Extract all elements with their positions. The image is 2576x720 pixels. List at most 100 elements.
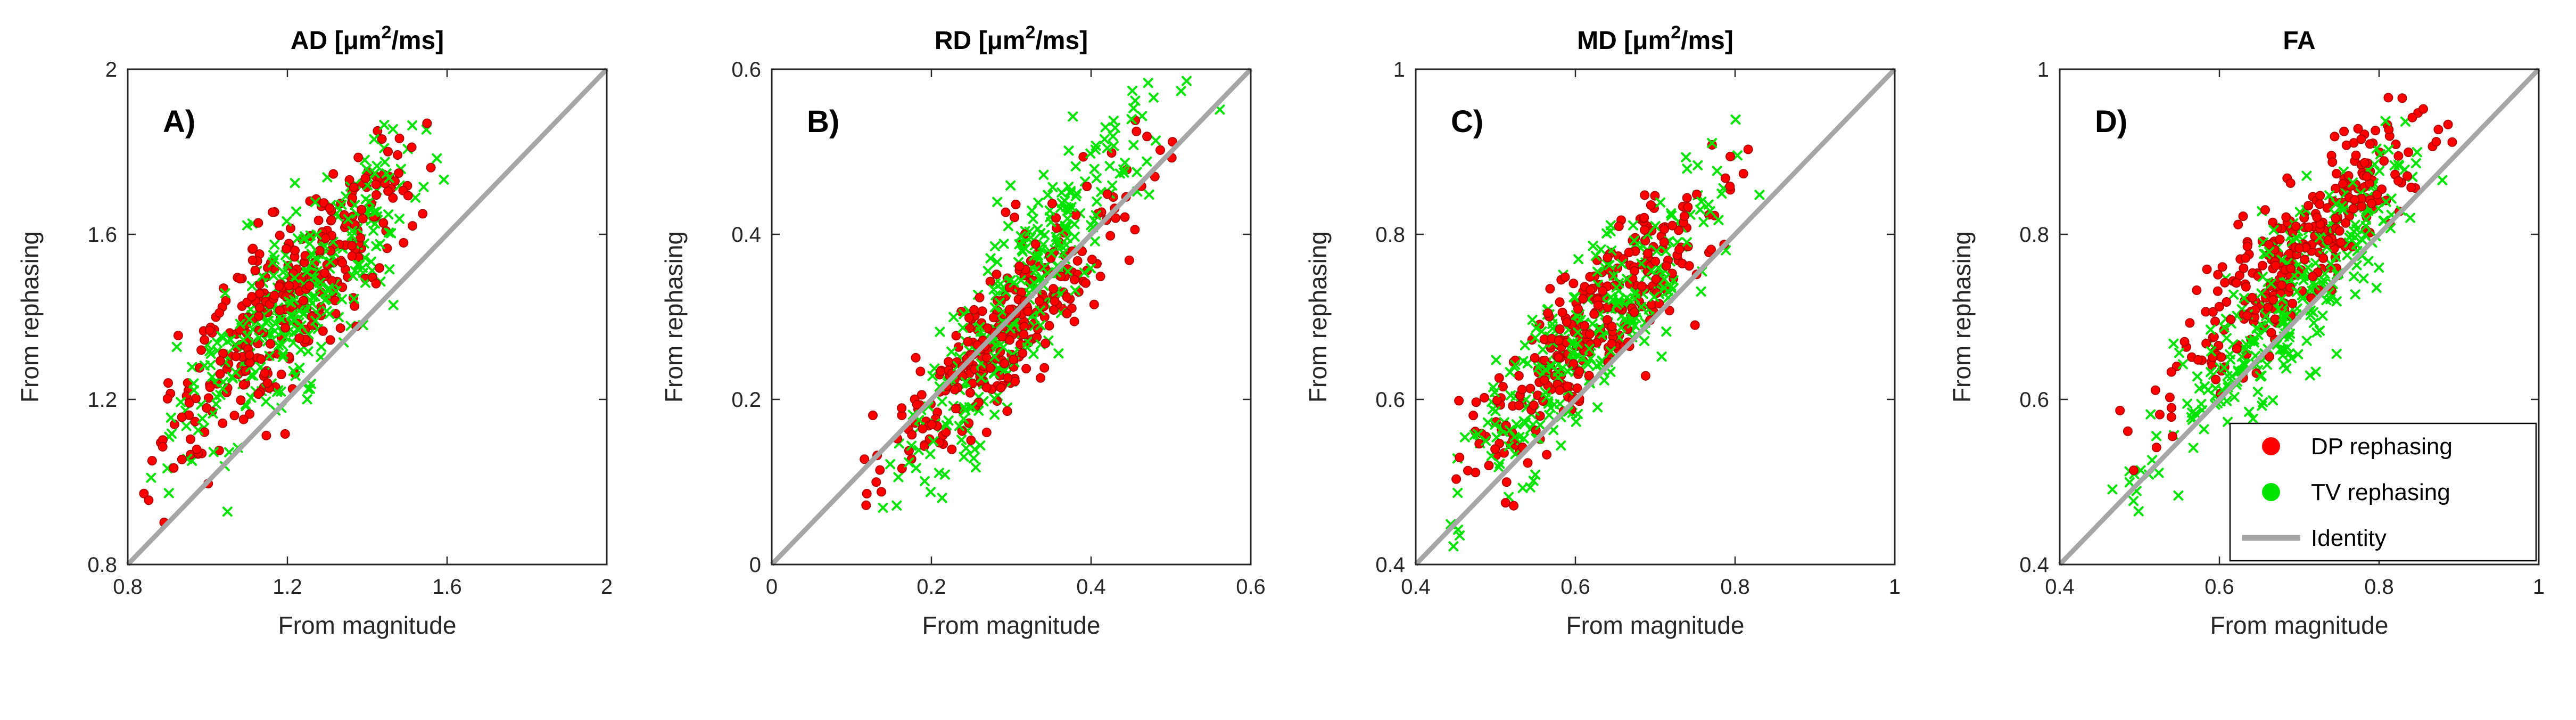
scatter-point-tv xyxy=(1070,161,1081,171)
scatter-point-tv xyxy=(1459,432,1470,443)
scatter-point-tv xyxy=(346,231,357,241)
scatter-point-tv xyxy=(1033,198,1044,208)
scatter-point-tv xyxy=(386,228,397,239)
scatter-point-dp xyxy=(2222,297,2232,307)
scatter-point-tv xyxy=(269,239,280,250)
scatter-point-dp xyxy=(2323,235,2333,246)
scatter-point-dp xyxy=(2232,278,2241,288)
scatter-point-dp xyxy=(1026,256,1036,266)
scatter-point-dp xyxy=(2202,264,2212,274)
scatter-point-dp xyxy=(357,204,367,215)
scatter-point-tv xyxy=(1666,210,1677,221)
scatter-point-tv xyxy=(976,372,987,383)
scatter-point-dp xyxy=(1659,224,1669,234)
scatter-point-dp xyxy=(2241,282,2251,292)
scatter-point-tv xyxy=(1504,425,1515,436)
scatter-point-tv xyxy=(207,372,218,382)
scatter-point-dp xyxy=(2299,213,2309,223)
scatter-point-tv xyxy=(956,435,967,445)
scatter-point-tv xyxy=(366,256,376,267)
scatter-point-tv xyxy=(336,294,347,305)
scatter-point-dp xyxy=(418,209,428,219)
scatter-point-tv xyxy=(959,414,969,424)
scatter-point-tv xyxy=(1570,292,1581,302)
scatter-point-tv xyxy=(1681,152,1691,162)
scatter-point-dp xyxy=(275,305,285,315)
scatter-point-tv xyxy=(2357,235,2368,246)
scatter-point-dp xyxy=(1578,294,1588,304)
scatter-point-dp xyxy=(326,215,336,225)
scatter-point-dp xyxy=(1009,355,1018,364)
scatter-point-tv xyxy=(2255,371,2265,381)
scatter-point-dp xyxy=(2353,124,2363,134)
scatter-point-dp xyxy=(399,238,409,248)
panel-letter: B) xyxy=(807,104,839,139)
scatter-point-tv xyxy=(959,402,969,412)
scatter-point-tv xyxy=(1038,239,1048,250)
scatter-point-tv xyxy=(885,459,896,470)
scatter-point-tv xyxy=(1594,323,1604,334)
scatter-point-dp xyxy=(2407,112,2417,122)
scatter-point-tv xyxy=(1754,190,1765,200)
scatter-point-tv xyxy=(336,199,347,210)
scatter-point-tv xyxy=(1605,220,1616,231)
scatter-point-dp xyxy=(1661,261,1671,271)
scatter-point-tv xyxy=(1705,206,1715,216)
scatter-point-tv xyxy=(1086,220,1096,231)
scatter-point-dp xyxy=(231,351,241,362)
scatter-point-dp xyxy=(304,281,314,291)
legend-label: Identity xyxy=(2311,525,2387,551)
scatter-point-dp xyxy=(1554,353,1564,363)
scatter-point-dp xyxy=(992,269,1002,280)
scatter-point-dp xyxy=(147,456,157,466)
scatter-point-dp xyxy=(238,414,249,424)
scatter-point-dp xyxy=(950,384,960,395)
scatter-point-dp xyxy=(912,399,922,410)
scatter-point-tv xyxy=(2194,383,2205,394)
scatter-point-dp xyxy=(1514,400,1524,411)
scatter-point-tv xyxy=(1666,208,1677,219)
scatter-point-tv xyxy=(181,421,192,431)
scatter-point-tv xyxy=(360,277,370,288)
scatter-point-dp xyxy=(944,357,954,367)
scatter-point-dp xyxy=(982,323,993,333)
scatter-point-dp xyxy=(1072,256,1083,266)
scatter-point-tv xyxy=(1104,161,1115,171)
scatter-point-tv xyxy=(2203,385,2213,395)
scatter-point-dp xyxy=(2384,125,2394,135)
scatter-point-tv xyxy=(1028,214,1038,224)
scatter-point-dp xyxy=(1602,315,1612,325)
scatter-point-dp xyxy=(144,495,154,505)
scatter-point-dp xyxy=(1555,385,1565,395)
scatter-point-dp xyxy=(2341,218,2351,228)
scatter-point-tv xyxy=(384,264,395,275)
scatter-point-tv xyxy=(268,271,279,281)
scatter-point-tv xyxy=(1547,323,1558,334)
scatter-point-tv xyxy=(2405,212,2415,223)
scatter-point-dp xyxy=(2285,283,2295,293)
scatter-point-tv xyxy=(988,284,999,295)
y-axis-label: From rephasing xyxy=(1304,231,1332,403)
scatter-point-dp xyxy=(1010,212,1020,223)
scatter-point-dp xyxy=(377,134,387,144)
scatter-point-tv xyxy=(1573,327,1583,338)
scatter-point-tv xyxy=(1510,359,1521,370)
scatter-point-dp xyxy=(215,369,225,379)
scatter-point-tv xyxy=(1027,206,1037,216)
x-tick-label: 1.6 xyxy=(432,575,462,599)
scatter-point-dp xyxy=(1646,200,1656,210)
scatter-point-tv xyxy=(1091,173,1102,184)
scatter-point-dp xyxy=(1589,309,1599,319)
scatter-point-tv xyxy=(361,164,372,175)
scatter-point-tv xyxy=(1009,277,1019,288)
scatter-point-dp xyxy=(1105,231,1116,241)
scatter-point-tv xyxy=(290,273,300,283)
scatter-point-tv xyxy=(1530,332,1541,343)
scatter-point-dp xyxy=(1574,366,1584,377)
scatter-point-tv xyxy=(2219,362,2230,373)
scatter-point-dp xyxy=(1679,211,1689,221)
scatter-point-tv xyxy=(1636,258,1647,269)
scatter-point-dp xyxy=(1023,306,1033,316)
scatter-point-tv xyxy=(2264,247,2274,257)
scatter-point-dp xyxy=(2277,280,2287,290)
